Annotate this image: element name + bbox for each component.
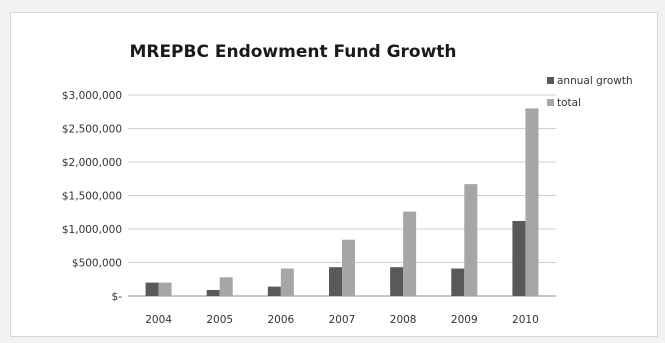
bar-annual-growth-2009 (451, 268, 465, 296)
bar-total-2009 (464, 184, 478, 296)
bar-total-2007 (342, 239, 355, 296)
bar-total-2004 (158, 282, 172, 296)
y-tick-label: $3,000,000 (62, 90, 122, 102)
y-tick-label: $1,500,000 (62, 191, 122, 203)
x-tick-label: 2007 (329, 314, 356, 326)
gridlines (128, 94, 556, 297)
bar-annual-growth-2007 (329, 267, 342, 296)
y-tick-label: $2,500,000 (62, 124, 122, 136)
x-tick-label: 2008 (390, 314, 417, 326)
x-tick-label: 2009 (451, 314, 478, 326)
legend-label: annual growth (557, 75, 633, 87)
bar-annual-growth-2010 (512, 220, 526, 296)
bar-annual-growth-2006 (267, 286, 281, 296)
bars (145, 108, 539, 297)
x-tick-label: 2010 (512, 314, 539, 326)
bar-annual-growth-2004 (145, 282, 159, 296)
bar-annual-growth-2008 (390, 267, 404, 296)
x-tick-label: 2006 (267, 314, 294, 326)
x-tick-label: 2005 (206, 314, 233, 326)
y-axis-ticks: $- $500,000 $1,000,000 $1,500,000 $2,000,000… (62, 90, 122, 303)
bar-annual-growth-2005 (206, 289, 220, 296)
bar-total-2010 (525, 108, 539, 297)
legend-label: total (557, 97, 581, 109)
y-tick-label: $1,000,000 (62, 224, 122, 236)
legend: annual growth total (547, 75, 633, 109)
y-tick-label: $500,000 (72, 258, 122, 270)
legend-swatch (547, 77, 554, 84)
x-tick-label: 2004 (145, 314, 172, 326)
y-tick-label: $- (112, 291, 123, 303)
bar-total-2008 (403, 211, 417, 296)
x-axis-ticks: 2004 2005 2006 2007 2008 2009 2010 (145, 314, 539, 326)
bar-total-2005 (219, 277, 233, 296)
bar-total-2006 (280, 268, 294, 296)
legend-swatch (547, 99, 554, 106)
y-tick-label: $2,000,000 (62, 157, 122, 169)
chart-title: MREPBC Endowment Fund Growth (129, 42, 456, 62)
